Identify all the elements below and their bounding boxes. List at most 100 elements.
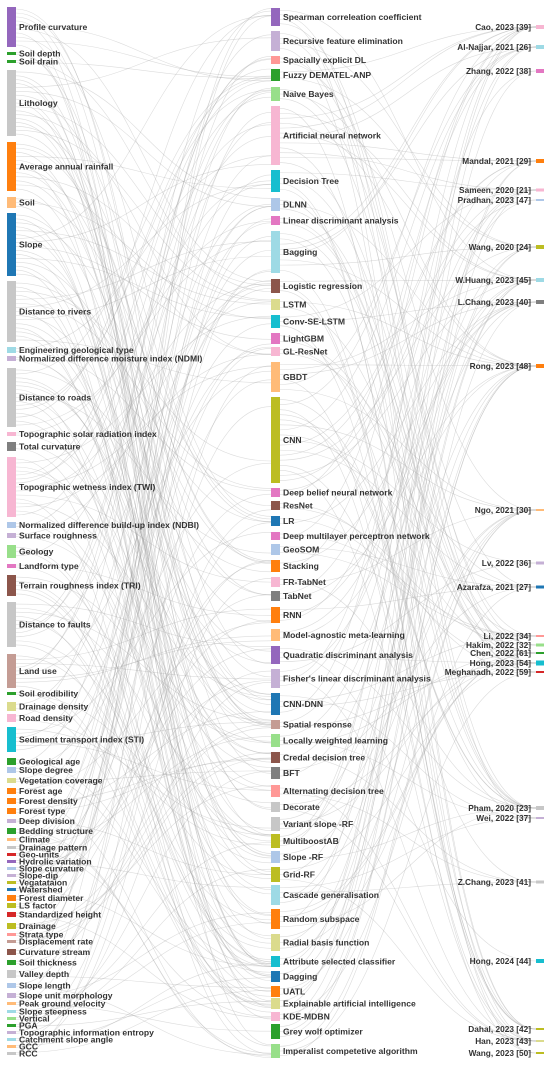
method-node-kde-mdbn[interactable]: KDE-MDBN xyxy=(271,1012,330,1022)
factor-node-forest-diameter[interactable]: Forest diameter xyxy=(7,893,84,903)
method-node-fisher-s-linear-discriminant-analysis[interactable]: Fisher's linear discriminant analysis xyxy=(271,669,431,688)
paper-node-cao-2023-39[interactable]: Cao, 2023 [39] xyxy=(475,22,544,32)
paper-node-lv-2022-36[interactable]: Lv, 2022 [36] xyxy=(482,558,544,568)
factor-node-forest-density[interactable]: Forest density xyxy=(7,796,78,806)
factor-node-watershed[interactable]: Watershed xyxy=(7,885,63,895)
factor-node-hydrolic-variation[interactable]: Hydrolic variation xyxy=(7,857,92,867)
method-node-fuzzy-dematel-anp[interactable]: Fuzzy DEMATEL-ANP xyxy=(271,69,371,81)
paper-node-sameen-2020-21[interactable]: Sameen, 2020 [21] xyxy=(459,185,544,195)
method-node-gbdt[interactable]: GBDT xyxy=(271,362,308,392)
paper-node-rong-2023-48[interactable]: Rong, 2023 [48] xyxy=(470,361,544,371)
factor-node-soil-thickness[interactable]: Soil thickness xyxy=(7,958,77,968)
paper-node-wang-2020-24[interactable]: Wang, 2020 [24] xyxy=(469,242,544,252)
paper-node-chen-2022-61[interactable]: Chen, 2022 [61] xyxy=(470,648,544,658)
method-node-radial-basis-function[interactable]: Radial basis function xyxy=(271,934,369,951)
factor-node-sediment-transport-index-sti[interactable]: Sediment transport index (STI) xyxy=(7,727,144,752)
factor-node-ls-factor[interactable]: LS factor xyxy=(7,901,57,911)
method-node-decision-tree[interactable]: Decision Tree xyxy=(271,170,339,192)
factor-node-geology[interactable]: Geology xyxy=(7,545,54,558)
factor-node-climate[interactable]: Climate xyxy=(7,835,50,845)
paper-node-dahal-2023-42[interactable]: Dahal, 2023 [42] xyxy=(468,1024,544,1034)
factor-node-topographic-solar-radiation-index[interactable]: Topographic solar radiation index xyxy=(7,429,157,439)
method-node-quadratic-discriminant-analysis[interactable]: Quadratic discriminant analysis xyxy=(271,646,413,664)
factor-node-drainage[interactable]: Drainage xyxy=(7,921,56,931)
factor-node-road-density[interactable]: Road density xyxy=(7,713,73,723)
factor-node-soil-erodibility[interactable]: Soil erodibility xyxy=(7,689,78,699)
factor-node-gcc[interactable]: GCC xyxy=(7,1042,38,1052)
method-node-tabnet[interactable]: TabNet xyxy=(271,591,312,601)
factor-node-slope-dip[interactable]: Slope-dip xyxy=(7,871,58,881)
method-node-bft[interactable]: BFT xyxy=(271,767,300,779)
paper-node-pradhan-2023-47[interactable]: Pradhan, 2023 [47] xyxy=(458,195,544,205)
paper-node-wang-2023-50[interactable]: Wang, 2023 [50] xyxy=(469,1048,544,1058)
factor-node-peak-ground-velocity[interactable]: Peak ground velocity xyxy=(7,999,106,1009)
factor-node-geological-age[interactable]: Geological age xyxy=(7,757,80,767)
factor-node-surface-roughness[interactable]: Surface roughness xyxy=(7,531,97,541)
factor-node-bedding-structure[interactable]: Bedding structure xyxy=(7,826,93,836)
paper-node-w-huang-2023-45[interactable]: W.Huang, 2023 [45] xyxy=(455,275,544,285)
method-node-explainable-artificial-intelligence[interactable]: Explainable artificial intelligence xyxy=(271,998,416,1009)
factor-node-forest-type[interactable]: Forest type xyxy=(7,806,66,816)
method-node-conv-se-lstm[interactable]: Conv-SE-LSTM xyxy=(271,315,345,328)
paper-node-hong-2024-44[interactable]: Hong, 2024 [44] xyxy=(470,956,544,966)
paper-node-zhang-2022-38[interactable]: Zhang, 2022 [38] xyxy=(466,66,544,76)
factor-node-soil-drain[interactable]: Soil drain xyxy=(7,57,58,67)
factor-node-profile-curvature[interactable]: Profile curvature xyxy=(7,7,88,47)
factor-node-rcc[interactable]: RCC xyxy=(7,1049,38,1059)
method-node-alternating-decision-tree[interactable]: Alternating decision tree xyxy=(271,785,384,797)
factor-node-catchment-slope-angle[interactable]: Catchment slope angle xyxy=(7,1035,113,1045)
factor-node-strata-type[interactable]: Strata type xyxy=(7,930,64,940)
method-node-multiboostab[interactable]: MultiboostAB xyxy=(271,834,339,848)
factor-node-standardized-height[interactable]: Standardized height xyxy=(7,910,101,920)
factor-node-pga[interactable]: PGA xyxy=(7,1021,38,1031)
method-node-random-subspace[interactable]: Random subspace xyxy=(271,909,360,929)
method-node-artificial-neural-network[interactable]: Artificial neural network xyxy=(271,106,381,165)
factor-node-forest-age[interactable]: Forest age xyxy=(7,786,63,796)
method-node-grey-wolf-optimizer[interactable]: Grey wolf optimizer xyxy=(271,1024,363,1039)
paper-node-meghanadh-2022-59[interactable]: Meghanadh, 2022 [59] xyxy=(445,667,544,677)
paper-node-han-2023-43[interactable]: Han, 2023 [43] xyxy=(475,1036,544,1046)
factor-node-total-curvature[interactable]: Total curvature xyxy=(7,442,81,452)
paper-node-mandal-2021-29[interactable]: Mandal, 2021 [29] xyxy=(462,156,544,166)
method-node-uatl[interactable]: UATL xyxy=(271,986,305,997)
method-node-credal-decision-tree[interactable]: Credal decision tree xyxy=(271,752,365,763)
factor-node-lithology[interactable]: Lithology xyxy=(7,70,58,136)
method-node-cnn-dnn[interactable]: CNN-DNN xyxy=(271,693,323,715)
factor-node-valley-depth[interactable]: Valley depth xyxy=(7,969,69,979)
factor-node-average-annual-rainfall[interactable]: Average annual rainfall xyxy=(7,142,113,191)
paper-node-z-chang-2023-41[interactable]: Z.Chang, 2023 [41] xyxy=(458,877,544,887)
method-node-locally-weighted-learning[interactable]: Locally weighted learning xyxy=(271,734,388,747)
method-node-imperalist-competetive-algorithm[interactable]: Imperalist competetive algorithm xyxy=(271,1044,418,1058)
method-node-cnn[interactable]: CNN xyxy=(271,397,302,483)
method-node-spacially-explicit-dl[interactable]: Spacially explicit DL xyxy=(271,55,366,65)
method-node-geosom[interactable]: GeoSOM xyxy=(271,544,319,555)
method-node-spatial-response[interactable]: Spatial response xyxy=(271,720,352,730)
paper-node-li-2022-34[interactable]: Li, 2022 [34] xyxy=(483,631,544,641)
method-node-gl-resnet[interactable]: GL-ResNet xyxy=(271,347,328,357)
factor-node-vegatataion[interactable]: Vegatataion xyxy=(7,878,67,888)
method-node-recursive-feature-elimination[interactable]: Recursive feature elimination xyxy=(271,31,403,51)
factor-node-geo-units[interactable]: Geo-units xyxy=(7,850,59,860)
factor-node-displacement-rate[interactable]: Displacement rate xyxy=(7,937,93,947)
factor-node-terrain-roughness-index-tri[interactable]: Terrain roughness index (TRI) xyxy=(7,575,141,596)
method-node-attribute-selected-classifier[interactable]: Attribute selected classifier xyxy=(271,956,396,967)
method-node-naive-bayes[interactable]: Naive Bayes xyxy=(271,87,334,101)
factor-node-normalized-difference-build-up-index-ndbi[interactable]: Normalized difference build-up index (ND… xyxy=(7,520,199,530)
method-node-bagging[interactable]: Bagging xyxy=(271,231,317,273)
factor-node-topographic-information-entropy[interactable]: Topographic information entropy xyxy=(7,1028,154,1038)
method-node-linear-discriminant-analysis[interactable]: Linear discriminant analysis xyxy=(271,216,399,226)
factor-node-slope-curvature[interactable]: Slope curvature xyxy=(7,864,84,874)
paper-node-hakim-2022-32[interactable]: Hakim, 2022 [32] xyxy=(466,640,544,650)
method-node-dlnn[interactable]: DLNN xyxy=(271,198,307,211)
method-node-dagging[interactable]: Dagging xyxy=(271,971,317,982)
factor-node-landform-type[interactable]: Landform type xyxy=(7,561,79,571)
paper-node-wei-2022-37[interactable]: Wei, 2022 [37] xyxy=(476,813,544,823)
factor-node-slope[interactable]: Slope xyxy=(7,213,43,276)
factor-node-distance-to-faults[interactable]: Distance to faults xyxy=(7,602,91,647)
factor-node-distance-to-rivers[interactable]: Distance to rivers xyxy=(7,281,91,342)
paper-node-l-chang-2023-40[interactable]: L.Chang, 2023 [40] xyxy=(458,297,544,307)
method-node-stacking[interactable]: Stacking xyxy=(271,560,319,572)
method-node-lightgbm[interactable]: LightGBM xyxy=(271,333,324,344)
factor-node-slope-degree[interactable]: Slope degree xyxy=(7,765,73,775)
factor-node-soil-depth[interactable]: Soil depth xyxy=(7,49,61,59)
